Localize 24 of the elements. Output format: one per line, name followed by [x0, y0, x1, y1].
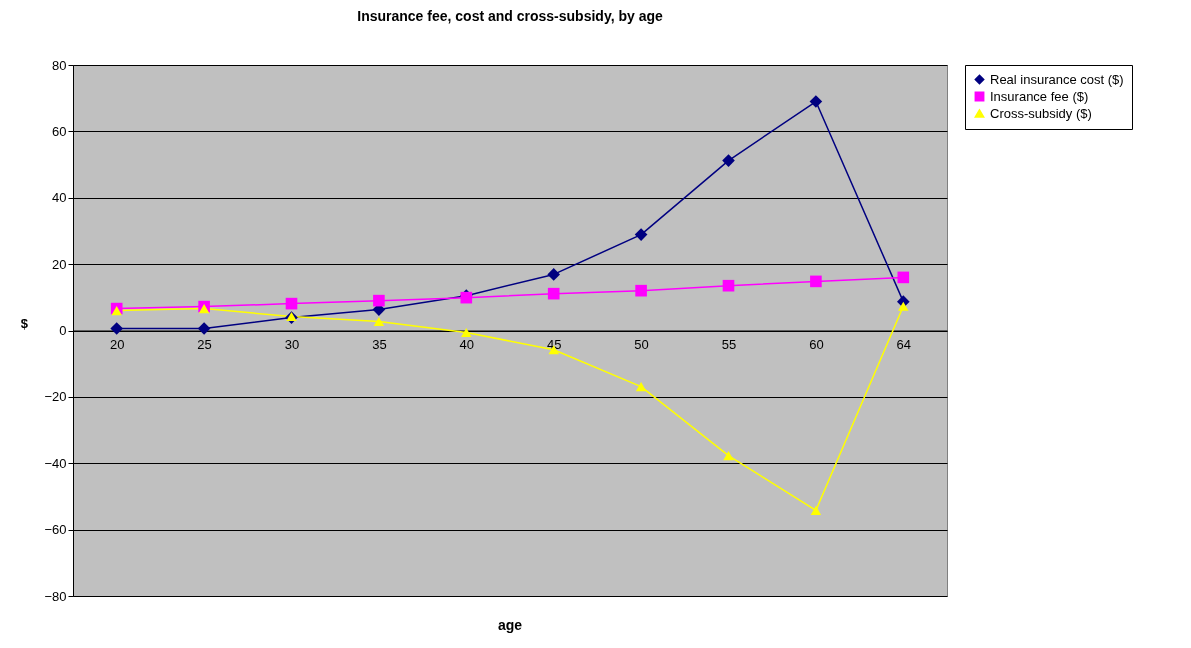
y-tick-label: 60 — [52, 123, 67, 139]
x-tick-label: 30 — [284, 337, 300, 352]
legend-label: Insurance fee ($) — [990, 88, 1089, 104]
x-tick-label: 40 — [459, 337, 475, 352]
y-tick-label: 0 — [59, 323, 67, 338]
y-axis-title: $ — [20, 316, 29, 331]
legend-label: Cross-subsidy ($) — [990, 105, 1092, 121]
x-axis-title: age — [497, 617, 523, 633]
x-tick-label: 50 — [634, 337, 649, 352]
x-tick-label: 20 — [109, 337, 125, 352]
x-tick-label: 64 — [896, 337, 912, 352]
y-tick-label: 40 — [52, 190, 67, 206]
y-tick-label: −80 — [44, 588, 67, 604]
y-tick-label: 80 — [52, 57, 67, 73]
y-tick-label: 20 — [52, 256, 67, 272]
x-tick-label: 55 — [721, 337, 737, 352]
y-tick-label: −20 — [44, 389, 67, 405]
chart-title: Insurance fee, cost and cross-subsidy, by age — [357, 8, 663, 24]
x-tick-label: 60 — [809, 337, 824, 352]
legend-label: Real insurance cost ($) — [990, 71, 1124, 87]
x-tick-label: 35 — [372, 337, 387, 352]
x-tick-label: 25 — [197, 337, 212, 352]
y-tick-label: −40 — [44, 455, 67, 471]
y-tick-label: −60 — [44, 522, 67, 538]
